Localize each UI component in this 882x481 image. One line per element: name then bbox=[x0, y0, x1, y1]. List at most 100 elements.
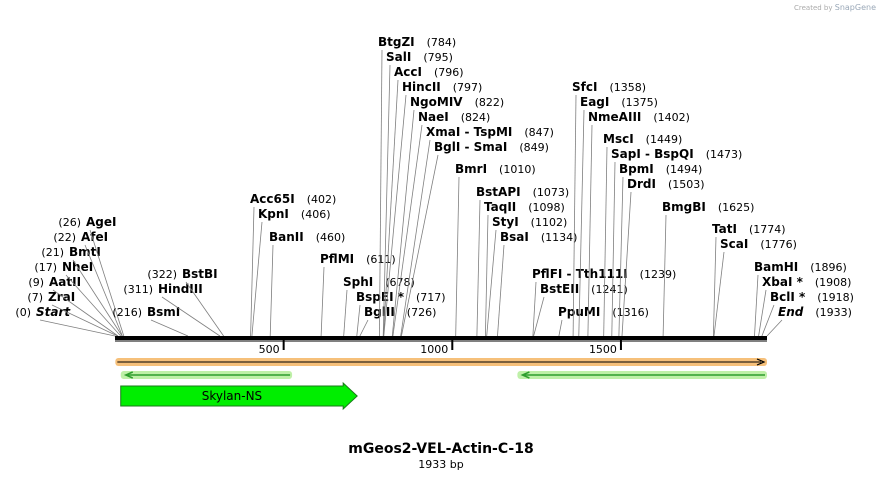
site-name: BsmI bbox=[147, 305, 180, 319]
site-position: (717) bbox=[416, 291, 446, 304]
site-connector bbox=[401, 154, 439, 337]
site-eagi: EagI (1375) bbox=[580, 95, 658, 109]
ruler-tick-label: 1500 bbox=[589, 343, 617, 356]
site-bmri: BmrI (1010) bbox=[455, 162, 536, 176]
site-position: (847) bbox=[524, 126, 554, 139]
site-connector bbox=[359, 319, 369, 337]
site-agei: AgeI (26) bbox=[58, 215, 116, 229]
site-connector bbox=[486, 229, 497, 337]
site-name: BmgBI bbox=[662, 200, 706, 214]
site-bpmi: BpmI (1494) bbox=[619, 162, 702, 176]
site-position: (1375) bbox=[621, 96, 658, 109]
site-connector bbox=[391, 109, 415, 337]
site-name: DrdI bbox=[627, 177, 656, 191]
site-bstbi: BstBI (322) bbox=[147, 267, 217, 281]
site-name: SapI - BspQI bbox=[611, 147, 694, 161]
site-name: BtgZI bbox=[378, 35, 415, 49]
feature-cds-label: Skylan-NS bbox=[202, 389, 262, 403]
credit-prefix: Created by bbox=[794, 4, 833, 12]
site-connector bbox=[761, 304, 775, 337]
feature-orange-arrowhead bbox=[756, 358, 766, 366]
site-position: (0) bbox=[15, 306, 31, 319]
site-position: (1010) bbox=[499, 163, 536, 176]
site-position: (22) bbox=[53, 231, 76, 244]
site-connector bbox=[150, 319, 189, 337]
site-drdi: DrdI (1503) bbox=[627, 177, 705, 191]
site-afei: AfeI (22) bbox=[53, 230, 108, 244]
site-name: BspEI * bbox=[356, 290, 405, 304]
site-position: (824) bbox=[461, 111, 491, 124]
site-name: BmrI bbox=[455, 162, 487, 176]
site-name: AfeI bbox=[81, 230, 108, 244]
site-connector bbox=[65, 274, 121, 337]
site-msci: MscI (1449) bbox=[603, 132, 682, 146]
site-position: (1241) bbox=[591, 283, 628, 296]
site-position: (1918) bbox=[817, 291, 854, 304]
site-acc65i: Acc65I (402) bbox=[250, 192, 336, 206]
site-connector bbox=[379, 49, 383, 337]
site-position: (784) bbox=[427, 36, 457, 49]
site-name: AgeI bbox=[86, 215, 116, 229]
site-name: NgoMIV bbox=[410, 95, 463, 109]
site-naei: NaeI (824) bbox=[418, 110, 490, 124]
site-end: End (1933) bbox=[778, 305, 852, 319]
site-scai: ScaI (1776) bbox=[720, 237, 797, 251]
feature-green-arrowhead bbox=[123, 371, 134, 379]
site-position: (1896) bbox=[810, 261, 847, 274]
site-tati: TatI (1774) bbox=[712, 222, 786, 236]
site-position: (460) bbox=[316, 231, 346, 244]
site-position: (1625) bbox=[718, 201, 755, 214]
site-name: Start bbox=[36, 305, 71, 319]
site-name: End bbox=[778, 305, 804, 319]
site-position: (726) bbox=[407, 306, 437, 319]
site-bmgbi: BmgBI (1625) bbox=[662, 200, 754, 214]
site-name: HindIII bbox=[158, 282, 203, 296]
site-nhei: NheI(17) bbox=[34, 260, 93, 274]
site-connector bbox=[250, 206, 255, 337]
site-start: Start (0) bbox=[15, 305, 71, 319]
site-nmeaiii: NmeAIII (1402) bbox=[588, 110, 690, 124]
site-connector bbox=[400, 139, 431, 337]
site-connector bbox=[611, 161, 616, 337]
site-name: AatII bbox=[49, 275, 81, 289]
site-position: (1776) bbox=[760, 238, 797, 251]
site-position: (1102) bbox=[531, 216, 568, 229]
site-connector bbox=[383, 94, 407, 337]
site-connector bbox=[618, 176, 624, 337]
site-position: (1098) bbox=[528, 201, 565, 214]
site-name: ZraI bbox=[48, 290, 75, 304]
site-name: BpmI bbox=[619, 162, 654, 176]
site-bsai: BsaI (1134) bbox=[500, 230, 577, 244]
site-name: BstBI bbox=[182, 267, 218, 281]
site-name: TaqII bbox=[484, 200, 516, 214]
site-position: (216) bbox=[112, 306, 142, 319]
site-aatii: AatII (9) bbox=[28, 275, 81, 289]
site-connector bbox=[476, 199, 481, 337]
site-hincii: HincII (797) bbox=[402, 80, 482, 94]
site-position: (9) bbox=[28, 276, 44, 289]
plasmid-length: 1933 bp bbox=[418, 458, 464, 471]
site-position: (402) bbox=[307, 193, 337, 206]
site-connector bbox=[455, 176, 460, 337]
feature-green-arrowhead bbox=[520, 371, 530, 379]
site-connector bbox=[532, 281, 537, 337]
site-connector bbox=[533, 296, 545, 337]
site-position: (1073) bbox=[533, 186, 570, 199]
site-connector bbox=[485, 214, 489, 337]
site-connector bbox=[578, 109, 585, 337]
snapgene-credit: Created by SnapGene bbox=[794, 3, 876, 12]
site-connector bbox=[343, 289, 348, 337]
site-connector bbox=[52, 289, 119, 337]
site-position: (1908) bbox=[815, 276, 852, 289]
site-connector bbox=[382, 64, 391, 337]
site-name: BstEII bbox=[540, 282, 579, 296]
site-position: (1402) bbox=[653, 111, 690, 124]
site-connector bbox=[320, 266, 325, 337]
site-position: (849) bbox=[519, 141, 549, 154]
site-name: ScaI bbox=[720, 237, 748, 251]
feature-cds-arrow bbox=[120, 381, 358, 411]
site-ppumi: PpuMI (1316) bbox=[558, 305, 649, 319]
site-connector bbox=[662, 214, 667, 337]
site-position: (17) bbox=[34, 261, 57, 274]
